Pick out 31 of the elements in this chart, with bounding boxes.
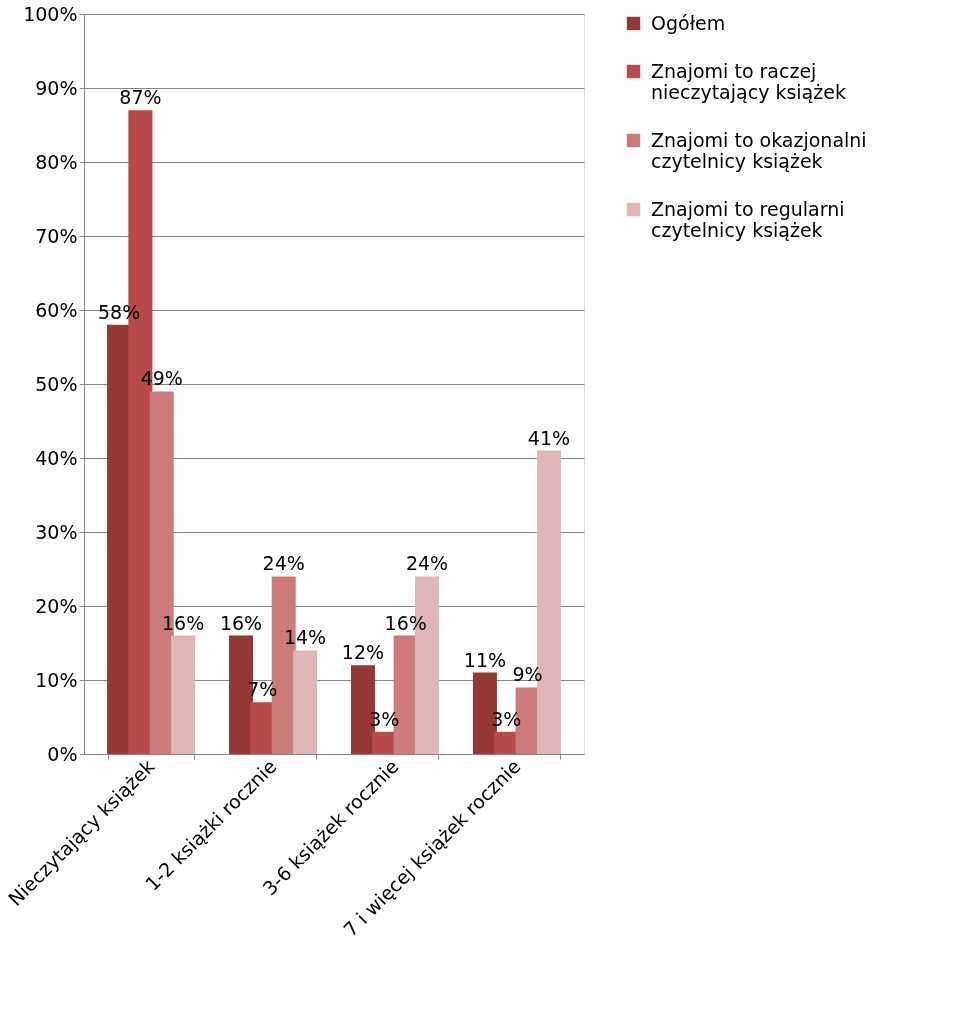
y-tick-label: 100% [23,2,78,25]
legend-label: Ogółem [651,11,726,34]
bar [494,731,519,754]
y-tick-label: 80% [35,150,78,173]
y-tick-label: 50% [35,372,78,395]
data-label: 24% [262,552,305,575]
data-label: 16% [384,611,427,634]
y-tick-label: 20% [35,594,78,617]
data-label: 16% [219,611,263,634]
data-label: 24% [405,552,449,575]
bar [293,650,318,754]
data-label: 9% [512,663,543,686]
data-label: 41% [527,426,571,449]
legend-label: Znajomi to regularni czytelnicy książek [651,197,845,241]
data-label: 16% [161,611,205,634]
bar [171,635,196,754]
legend-label: Znajomi to okazjonalni czytelnicy książek [651,128,867,172]
y-tick-label: 10% [35,668,78,691]
y-tick-label: 60% [35,298,78,321]
y-tick-label: 0% [47,742,78,765]
legend-label: Znajomi to raczej nieczytający książek [651,59,846,103]
bar [250,702,275,754]
data-label: 12% [341,641,385,664]
y-tick-label: 30% [35,520,78,543]
bar [372,731,397,754]
data-label: 11% [463,648,507,671]
y-tick-label: 70% [35,224,78,247]
data-label: 14% [283,626,327,649]
y-tick-label: 40% [35,446,78,469]
data-label: 87% [119,86,162,109]
y-tick-label: 90% [35,76,78,99]
